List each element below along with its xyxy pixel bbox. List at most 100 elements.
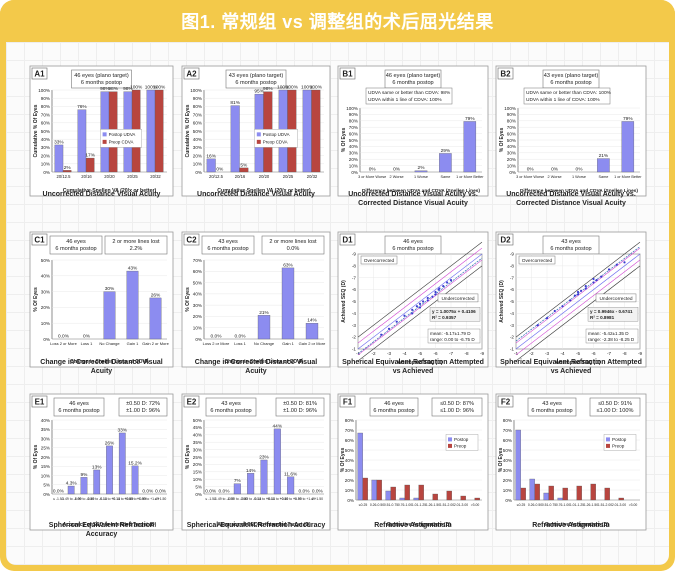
y-tick-label: -9 bbox=[510, 252, 515, 257]
data-point bbox=[380, 333, 383, 336]
y-tick-label: 0% bbox=[43, 170, 50, 175]
y-axis-title: % Of Eyes bbox=[33, 445, 39, 470]
bar bbox=[404, 484, 410, 501]
bar bbox=[413, 497, 419, 501]
info-box bbox=[275, 397, 325, 417]
data-label: 30% bbox=[105, 286, 115, 292]
data-label: 2% bbox=[64, 165, 72, 171]
bar bbox=[305, 323, 319, 340]
y-tick-label: -3 bbox=[510, 323, 515, 328]
panel-a2: A2 Uncorrected Distance Visual Acuity 43 e… bbox=[181, 65, 331, 198]
y-tick-label: 60% bbox=[193, 121, 202, 126]
data-point bbox=[569, 299, 572, 302]
panel-caption: Accuracy bbox=[86, 531, 118, 538]
x-tick-label: -2 bbox=[529, 351, 534, 356]
panel-badge-label: C1 bbox=[34, 236, 45, 245]
data-point bbox=[553, 309, 556, 313]
legend-label: Preop bbox=[612, 444, 625, 449]
x-tick-label: Loss 1 bbox=[234, 341, 247, 346]
panel-caption: Uncorrected Distance Visual Acuity bbox=[197, 191, 315, 198]
bar bbox=[230, 105, 240, 173]
data-label: 4.3% bbox=[66, 481, 78, 487]
x-tick-label: -8 bbox=[464, 351, 469, 356]
info-line: 6 months postop bbox=[373, 408, 414, 414]
panel-badge-label: F2 bbox=[501, 398, 511, 407]
y-tick-label: 40% bbox=[503, 458, 512, 463]
data-label: 76% bbox=[77, 104, 87, 110]
y-tick-label: 90% bbox=[349, 112, 358, 117]
info-line: 43 eyes bbox=[218, 239, 238, 245]
bar bbox=[515, 429, 521, 501]
note-box bbox=[523, 87, 611, 105]
y-axis-title: Achieved SEQ (D) bbox=[341, 280, 347, 323]
data-label: 0% bbox=[393, 167, 401, 173]
legend-swatch bbox=[102, 132, 107, 137]
bar bbox=[376, 479, 382, 501]
x-tick-label: 0.26-0.50 bbox=[370, 503, 384, 507]
data-label: 98% bbox=[263, 86, 273, 92]
x-tick-label: -0.13 to +0.13 bbox=[253, 497, 274, 501]
data-label: 79% bbox=[465, 116, 475, 122]
y-tick-label: 20% bbox=[41, 455, 50, 460]
bar bbox=[520, 487, 526, 501]
x-tick-label: -5 bbox=[576, 351, 581, 356]
panel-caption: Acuity bbox=[91, 368, 113, 375]
reference-line bbox=[515, 265, 641, 362]
y-tick-label: 60% bbox=[503, 438, 512, 443]
panel-badge-label: B1 bbox=[342, 70, 353, 79]
note-line: UDVA within 1 line of CDVA: 100% bbox=[526, 97, 600, 103]
y-tick-label: 10% bbox=[193, 162, 202, 167]
info-line: 6 months postop bbox=[235, 80, 276, 86]
x-axis-title: Refractive Astigmatism (D) bbox=[387, 522, 451, 528]
data-label: 0.0% bbox=[312, 489, 324, 495]
y-tick-label: 70% bbox=[507, 125, 516, 130]
data-point bbox=[449, 279, 453, 282]
y-axis-title: % Of Eyes bbox=[499, 128, 505, 153]
x-tick-label: 2 Worse bbox=[548, 175, 562, 179]
data-label: 100% bbox=[301, 85, 314, 91]
y-tick-label: 10% bbox=[193, 477, 202, 482]
y-tick-label: -5 bbox=[352, 299, 357, 304]
x-tick-label: 1 Worse bbox=[572, 175, 586, 179]
legend bbox=[603, 434, 637, 451]
y-tick-label: 100% bbox=[504, 106, 516, 111]
y-tick-label: 100% bbox=[38, 88, 50, 93]
info-line: 43 eyes (plano target) bbox=[229, 73, 284, 79]
x-tick-label: -1.49 to -1.00 bbox=[214, 497, 234, 501]
bar bbox=[131, 465, 139, 495]
y-tick-label: 90% bbox=[41, 96, 50, 101]
data-label: 0.0% bbox=[211, 334, 223, 340]
panel-caption: Corrected Distance Visual Acuity bbox=[358, 200, 468, 207]
y-tick-label: 50% bbox=[507, 138, 516, 143]
data-label: 13% bbox=[92, 464, 102, 470]
y-axis-title: % Of Eyes bbox=[33, 287, 39, 312]
info-line: ≤1.00 D: 100% bbox=[597, 408, 634, 414]
legend bbox=[100, 129, 142, 148]
bar bbox=[149, 297, 162, 340]
panel-badge bbox=[31, 233, 48, 246]
x-tick-label: 1 or More Better bbox=[456, 175, 484, 179]
undercorrected-label: Undercorrected bbox=[599, 296, 632, 302]
x-tick-label: -0.99 to -0.50 bbox=[74, 497, 94, 501]
y-tick-label: 70% bbox=[503, 428, 512, 433]
data-point bbox=[426, 299, 429, 302]
data-label: 100% bbox=[277, 85, 290, 91]
x-tick-label: -0.49 to -0.14 bbox=[87, 497, 107, 501]
reference-line bbox=[515, 241, 641, 338]
panel-badge-label: A1 bbox=[34, 70, 45, 79]
panel-caption: Spherical Equivalent Refraction Accuracy bbox=[187, 522, 326, 529]
panel-caption: vs Achieved bbox=[393, 368, 434, 375]
data-point bbox=[434, 290, 437, 294]
x-tick-label: -8 bbox=[622, 351, 627, 356]
y-tick-label: -4 bbox=[352, 311, 357, 316]
info-line: 46 eyes (plano target) bbox=[74, 73, 129, 79]
info-line: 6 months postop bbox=[550, 80, 591, 86]
data-point bbox=[584, 284, 587, 288]
data-label: 100% bbox=[130, 85, 143, 91]
y-tick-label: 10% bbox=[345, 488, 354, 493]
y-tick-label: 100% bbox=[190, 88, 202, 93]
fit-line bbox=[357, 257, 483, 355]
y-tick-label: 60% bbox=[507, 131, 516, 136]
panel-badge-label: E1 bbox=[35, 398, 45, 407]
